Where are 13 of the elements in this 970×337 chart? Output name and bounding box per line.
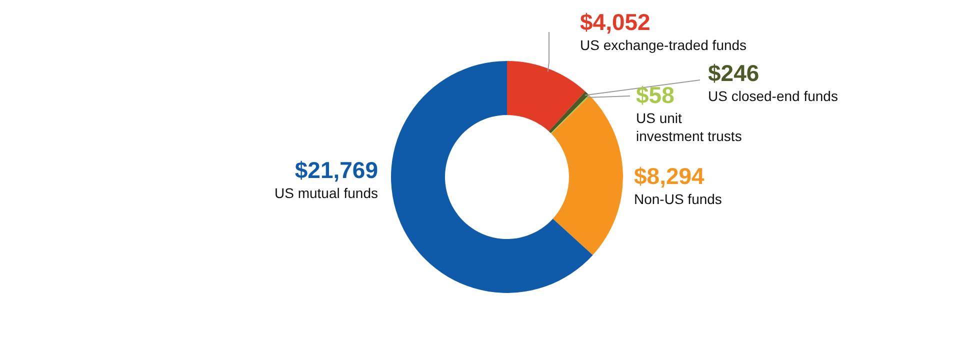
slice-label: US unit investment trusts [636,110,742,144]
donut-slice [551,96,623,256]
data-label: $8,294 [634,163,705,189]
slice-label: Non-US funds [634,191,722,207]
slice-label: US mutual funds [274,185,378,201]
donut-slice [391,61,593,293]
data-label: $21,769 [294,157,378,183]
donut-slice [507,61,586,132]
data-label: $4,052 [580,9,650,35]
data-label: $58 [636,82,675,108]
slice-label: US exchange-traded funds [580,37,747,53]
data-label: $246 [708,60,760,86]
slice-label: US closed-end funds [708,88,838,104]
